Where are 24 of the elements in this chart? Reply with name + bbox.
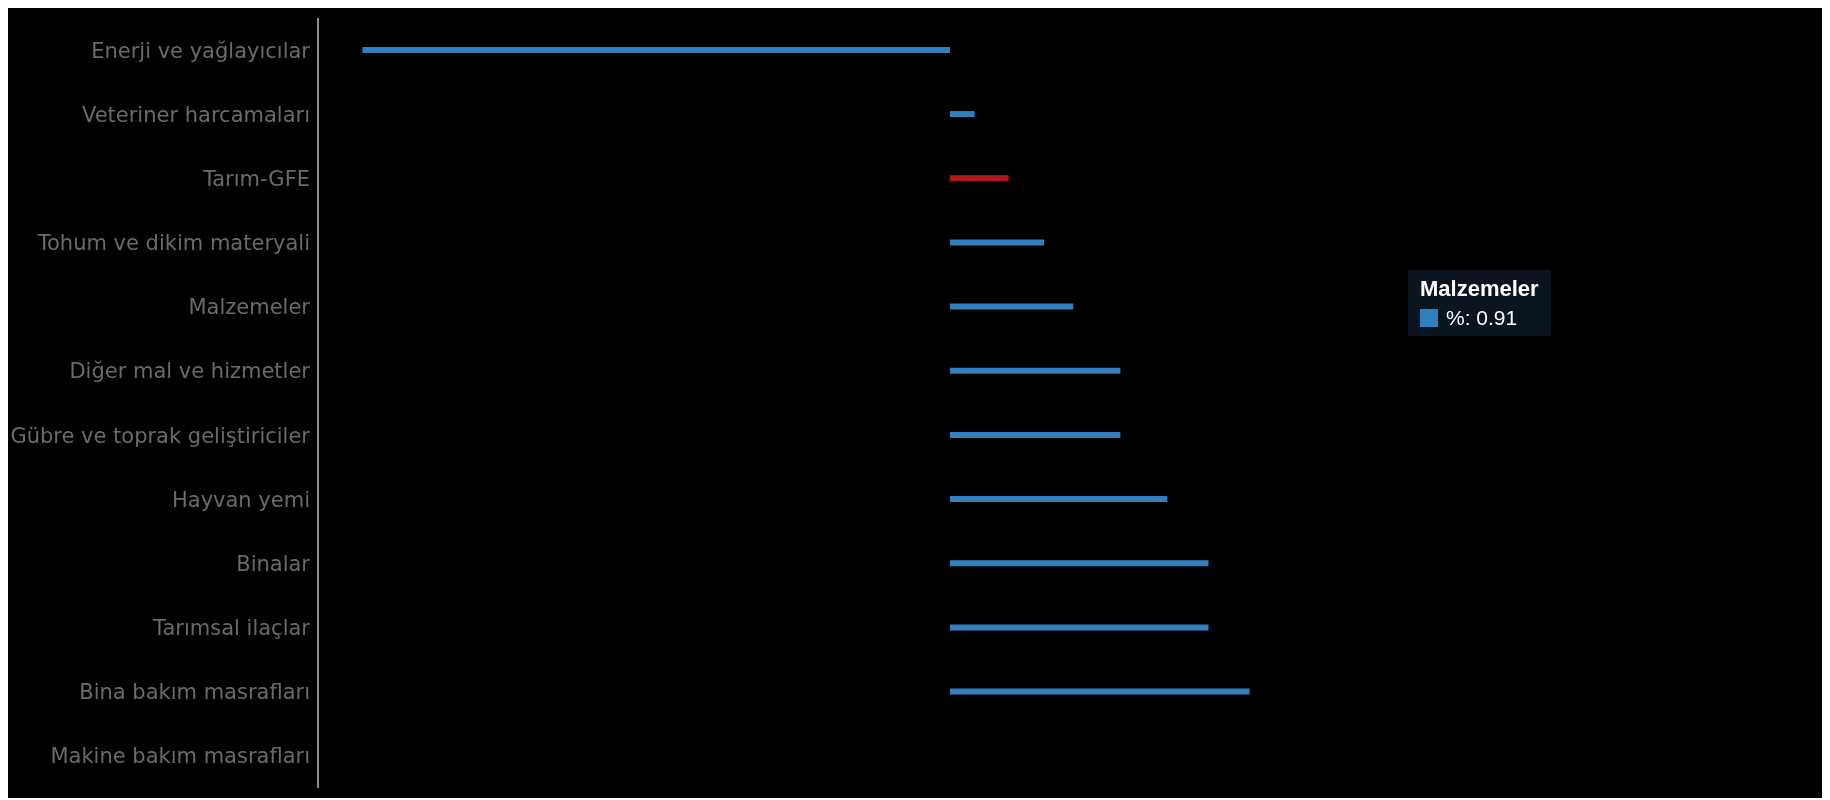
bar <box>949 496 1168 503</box>
y-tick-label: Tarımsal ilaçlar <box>152 616 311 641</box>
bar <box>362 46 950 53</box>
y-tick-label: Enerji ve yağlayıcılar <box>91 38 311 63</box>
y-tick-label: Binalar <box>236 551 311 576</box>
bar <box>949 175 1009 182</box>
bar <box>949 367 1121 374</box>
bar <box>949 624 1209 631</box>
y-tick-label: Hayvan yemi <box>171 487 310 512</box>
y-tick-label: Diğer mal ve hizmetler <box>69 359 311 384</box>
y-tick-label: Tarım-GFE <box>201 166 310 191</box>
y-tick-label: Bina bakım masrafları <box>79 680 310 705</box>
bar <box>949 688 1250 695</box>
bar <box>949 303 1074 310</box>
bar <box>949 239 1044 246</box>
bar <box>949 431 1121 438</box>
tooltip-box: Malzemeler %: 0.91 <box>1408 270 1551 336</box>
bar <box>949 560 1209 567</box>
y-tick-label: Gübre ve toprak geliştiriciler <box>10 423 311 448</box>
bar <box>949 111 975 118</box>
y-tick-label: Makine bakım masrafları <box>50 744 310 769</box>
y-tick-label: Malzemeler <box>188 295 311 320</box>
y-tick-label: Veteriner harcamaları <box>81 102 310 127</box>
y-tick-label: Tohum ve dikim materyali <box>36 231 310 256</box>
